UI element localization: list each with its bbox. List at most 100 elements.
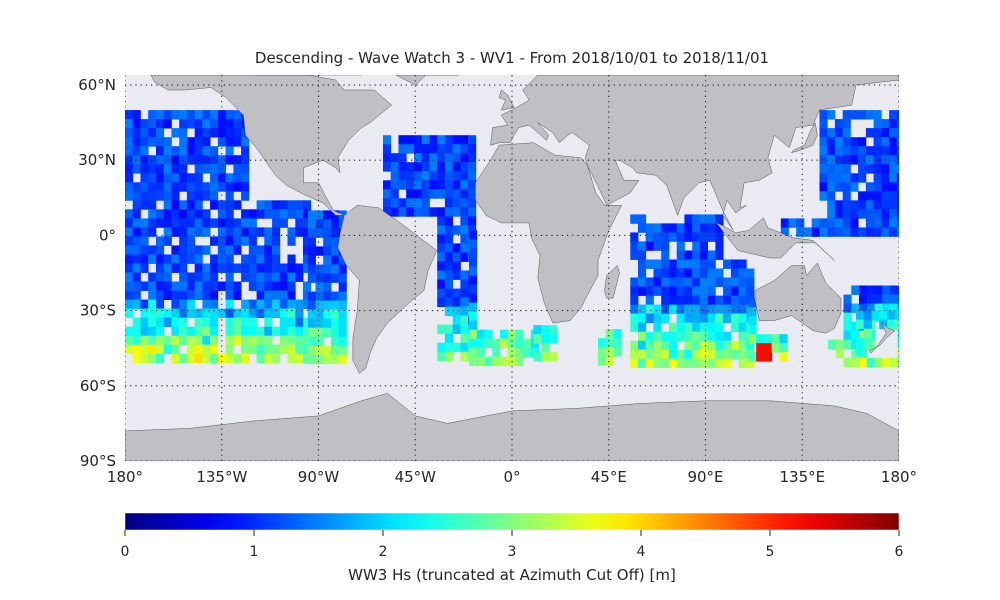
data-cell bbox=[148, 173, 157, 183]
data-cell bbox=[645, 223, 654, 233]
data-cell bbox=[699, 259, 708, 269]
data-cell bbox=[202, 353, 211, 364]
data-cell bbox=[469, 356, 478, 367]
data-cell bbox=[194, 353, 203, 364]
data-cell bbox=[194, 254, 203, 264]
data-cell bbox=[638, 331, 647, 342]
data-cell bbox=[723, 331, 732, 342]
data-cell bbox=[715, 214, 724, 224]
data-cell bbox=[842, 227, 851, 237]
data-cell bbox=[699, 223, 708, 233]
data-cell bbox=[889, 164, 898, 174]
data-cell bbox=[140, 308, 149, 318]
data-cell bbox=[406, 162, 415, 172]
data-cell bbox=[874, 357, 883, 368]
data-cell bbox=[692, 322, 701, 332]
data-cell bbox=[730, 313, 739, 323]
data-cell bbox=[638, 277, 647, 287]
data-cell bbox=[202, 227, 211, 237]
data-cell bbox=[225, 182, 234, 192]
data-cell bbox=[125, 164, 134, 174]
data-cell bbox=[179, 137, 188, 147]
data-cell bbox=[828, 339, 837, 350]
data-cell bbox=[148, 353, 157, 364]
data-cell bbox=[653, 259, 662, 269]
data-cell bbox=[315, 264, 324, 274]
data-cell bbox=[897, 303, 899, 313]
data-cell bbox=[476, 347, 485, 358]
data-cell bbox=[668, 304, 677, 314]
data-cell bbox=[638, 340, 647, 351]
data-cell bbox=[842, 218, 851, 228]
data-cell bbox=[437, 288, 446, 298]
data-cell bbox=[398, 144, 407, 154]
data-cell bbox=[148, 227, 157, 237]
data-cell bbox=[225, 209, 234, 219]
data-cell bbox=[638, 223, 647, 233]
data-cell bbox=[171, 218, 180, 228]
data-cell bbox=[248, 209, 257, 219]
data-cell bbox=[194, 191, 203, 201]
data-cell bbox=[738, 295, 747, 305]
data-cell bbox=[171, 308, 180, 318]
data-cell bbox=[684, 214, 693, 224]
data-cell bbox=[421, 171, 430, 181]
data-cell bbox=[307, 264, 316, 274]
data-cell bbox=[500, 329, 509, 340]
data-cell bbox=[307, 237, 316, 247]
data-cell bbox=[331, 336, 340, 347]
data-cell bbox=[179, 173, 188, 183]
data-cell bbox=[873, 182, 882, 192]
data-cell bbox=[148, 326, 157, 337]
data-cell bbox=[897, 330, 899, 341]
data-cell bbox=[896, 128, 899, 138]
data-cell bbox=[460, 306, 469, 316]
data-cell bbox=[295, 227, 304, 237]
data-cell bbox=[890, 357, 899, 368]
data-cell bbox=[676, 358, 685, 369]
data-cell bbox=[248, 308, 257, 318]
data-cell bbox=[699, 277, 708, 287]
data-cell bbox=[429, 135, 438, 145]
data-cell bbox=[827, 173, 836, 183]
data-cell bbox=[241, 344, 250, 355]
data-cell bbox=[889, 218, 898, 228]
data-cell bbox=[233, 227, 242, 237]
data-cell bbox=[186, 272, 195, 282]
data-cell bbox=[707, 331, 716, 342]
data-cell bbox=[125, 272, 134, 282]
data-cell bbox=[684, 268, 693, 278]
data-cell bbox=[186, 191, 195, 201]
data-cell bbox=[186, 344, 195, 355]
data-cell bbox=[460, 216, 469, 226]
data-cell bbox=[668, 295, 677, 305]
data-cell bbox=[171, 263, 180, 273]
data-cell bbox=[613, 329, 622, 339]
data-cell bbox=[156, 128, 165, 138]
data-cell bbox=[730, 268, 739, 278]
data-cell bbox=[233, 137, 242, 147]
data-cell bbox=[217, 173, 226, 183]
data-cell bbox=[202, 164, 211, 174]
data-cell bbox=[779, 343, 788, 353]
data-cell bbox=[163, 317, 172, 327]
data-cell bbox=[850, 146, 859, 156]
data-cell bbox=[148, 128, 157, 138]
data-cell bbox=[338, 291, 347, 301]
data-cell bbox=[827, 155, 836, 165]
data-cell bbox=[851, 330, 860, 341]
data-cell bbox=[730, 322, 739, 332]
data-cell bbox=[163, 119, 172, 129]
data-cell bbox=[437, 252, 446, 262]
data-cell bbox=[163, 254, 172, 264]
data-cell bbox=[421, 153, 430, 163]
data-cell bbox=[638, 250, 647, 260]
data-cell bbox=[460, 135, 469, 145]
data-cell bbox=[834, 119, 843, 129]
data-cell bbox=[645, 259, 654, 269]
data-cell bbox=[533, 352, 542, 362]
data-cell bbox=[248, 245, 257, 255]
data-cell bbox=[202, 308, 211, 318]
data-cell bbox=[827, 218, 836, 228]
data-cell bbox=[179, 272, 188, 282]
